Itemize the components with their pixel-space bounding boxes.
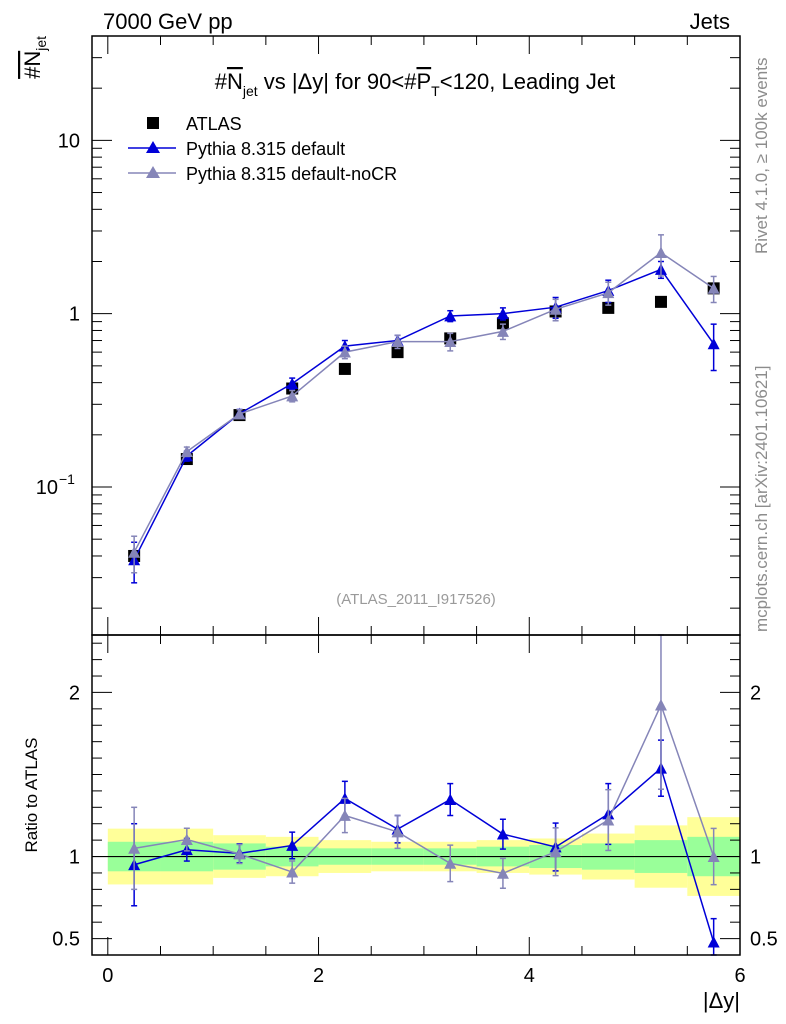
pythia_default-ratio-point-6: [444, 793, 457, 805]
y-axis-label-sub: jet: [33, 36, 49, 52]
y-tick-label-1: 1: [69, 304, 80, 326]
pythia_nocr-ratio-point-4: [338, 809, 351, 821]
legend: ATLAS Pythia 8.315 default Pythia 8.315 …: [128, 114, 397, 184]
pythia_default-point-7: [496, 307, 509, 320]
category-label: Jets: [690, 9, 730, 34]
title-mid: vs |Δy| for 90<#: [258, 69, 418, 94]
pythia_nocr-point-7: [496, 325, 509, 337]
pythia_nocr-point-4: [338, 346, 351, 358]
atlas-point-10: [654, 295, 667, 308]
legend-marker-atlas: [147, 117, 159, 129]
pythia_default-ratio-line: [133, 766, 715, 943]
ratio-tick-label-left-2: 0.5: [52, 929, 80, 951]
x-axis-label: |Δy|: [703, 988, 740, 1013]
atlas-point-4: [338, 362, 351, 375]
pythia_nocr-point-2: [233, 407, 246, 420]
ratio-tick-label-left-0: 2: [69, 682, 80, 704]
pythia_nocr-ratio-point-8: [549, 845, 562, 858]
pythia_nocr-point-8: [549, 303, 562, 315]
pythia_nocr-point-11: [707, 282, 720, 294]
pythia_nocr-ratio-point-0: [128, 842, 141, 854]
title-p-sub: T: [431, 83, 440, 99]
ratio-frame: [91, 634, 741, 956]
pythia_nocr-ratio-line: [134, 703, 715, 875]
x-tick-label-0: 0: [102, 965, 113, 987]
energy-label: 7000 GeV pp: [103, 9, 233, 34]
y-tick-exponent-2: −1: [59, 471, 75, 487]
pythia_nocr-ratio-point-2: [233, 848, 246, 860]
pythia_nocr-ratio-point-3: [286, 866, 299, 878]
ratio-y-axis-label: Ratio to ATLAS: [22, 738, 41, 853]
pythia_default-point-3: [286, 377, 299, 389]
title-p: P: [416, 69, 431, 94]
pythia_default-point-11: [707, 337, 720, 350]
series-layer: [128, 234, 720, 956]
pythia_nocr-point-10: [654, 246, 667, 259]
pythia_default-ratio-point-3: [286, 839, 299, 851]
legend-label-atlas: ATLAS: [186, 114, 242, 134]
rivet-version-label: Rivet 4.1.0, ≥ 100k events: [752, 58, 771, 254]
legend-marker-pythia-nocr: [146, 166, 160, 178]
pythia_default-ratio-point-11: [707, 936, 720, 948]
legend-marker-pythia-default: [146, 141, 160, 153]
x-tick-label-2: 4: [524, 965, 535, 987]
pythia_nocr-point-6: [444, 335, 457, 348]
title-tail: <120, Leading Jet: [440, 69, 616, 94]
pythia_default-line: [133, 268, 715, 561]
y-tick-label-0: 10: [58, 130, 80, 152]
pythia_nocr-ratio-point-7: [496, 867, 509, 879]
pythia_nocr-point-1: [180, 445, 193, 458]
ratio-tick-label-right-2: 0.5: [750, 929, 778, 951]
pythia_default-ratio-point-7: [496, 828, 509, 840]
pythia_nocr-point-0: [128, 546, 141, 558]
legend-label-pythia-default: Pythia 8.315 default: [186, 139, 345, 159]
pythia_nocr-ratio-point-11: [707, 850, 720, 862]
pythia_nocr-ratio-point-9: [602, 814, 615, 826]
pythia_nocr-line: [133, 251, 715, 553]
ratio-tick-label-right-0: 2: [750, 682, 761, 704]
y-axis-label: #Njet: [20, 36, 49, 79]
title-n: N: [227, 69, 243, 94]
x-tick-label-3: 6: [734, 965, 745, 987]
ratio-tick-label-right-1: 1: [750, 847, 761, 869]
pythia_nocr-ratio-point-10: [654, 699, 667, 711]
title-lead: #: [215, 69, 228, 94]
title-n-sub: jet: [242, 83, 258, 99]
pythia_nocr-point-5: [391, 335, 404, 348]
y-axis-label-main: #N: [20, 51, 45, 79]
mcplots-label: mcplots.cern.ch [arXiv:2401.10621]: [752, 366, 771, 632]
pythia_nocr-ratio-point-1: [180, 833, 193, 845]
pythia_default-point-6: [444, 309, 457, 322]
y-tick-label-2: 10: [36, 477, 58, 499]
pythia_nocr-ratio-point-6: [444, 857, 457, 869]
analysis-watermark: (ATLAS_2011_I917526): [336, 591, 496, 608]
pythia_nocr-point-9: [602, 286, 615, 299]
x-tick-label-1: 2: [313, 965, 324, 987]
ratio-tick-label-left-1: 1: [69, 847, 80, 869]
plot-title: #Njet vs |Δy| for 90<#PT<120, Leading Je…: [215, 69, 616, 99]
pythia_nocr-ratio-point-5: [391, 825, 404, 838]
pythia_nocr-point-3: [286, 389, 299, 402]
legend-label-pythia-nocr: Pythia 8.315 default-noCR: [186, 164, 397, 184]
